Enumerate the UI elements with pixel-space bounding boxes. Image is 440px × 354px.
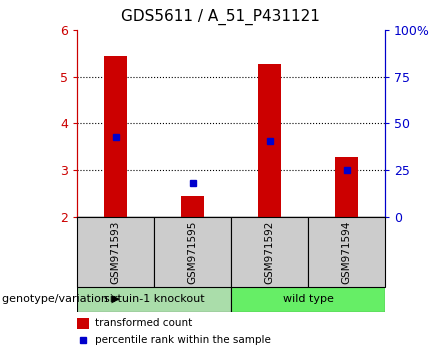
Bar	[104, 56, 127, 217]
Bar	[154, 217, 231, 287]
Text: wild type: wild type	[282, 295, 334, 304]
Text: GSM971593: GSM971593	[110, 220, 121, 284]
Text: sirtuin-1 knockout: sirtuin-1 knockout	[104, 295, 204, 304]
Bar	[231, 287, 385, 312]
Bar	[308, 217, 385, 287]
Text: genotype/variation ▶: genotype/variation ▶	[2, 295, 120, 304]
Bar	[181, 196, 204, 217]
Text: GSM971594: GSM971594	[341, 220, 352, 284]
Bar	[258, 64, 281, 217]
Bar	[77, 287, 231, 312]
Text: percentile rank within the sample: percentile rank within the sample	[95, 335, 271, 345]
Text: GSM971592: GSM971592	[264, 220, 275, 284]
Text: GDS5611 / A_51_P431121: GDS5611 / A_51_P431121	[121, 9, 319, 25]
Bar	[77, 318, 89, 329]
Bar	[77, 217, 154, 287]
Text: transformed count: transformed count	[95, 318, 192, 328]
Text: GSM971595: GSM971595	[187, 220, 198, 284]
Bar	[335, 158, 358, 217]
Bar	[231, 217, 308, 287]
